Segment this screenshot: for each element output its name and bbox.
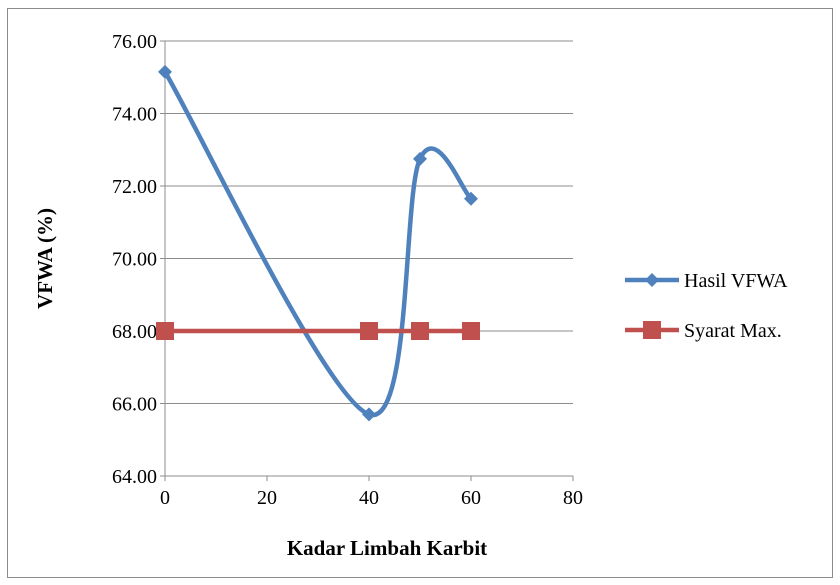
y-tick-label: 70.00 (112, 249, 157, 271)
y-tick-label: 74.00 (112, 104, 157, 126)
x-tick-label: 40 (359, 487, 379, 509)
x-tick-label: 60 (461, 487, 481, 509)
y-tick-label: 72.00 (112, 176, 157, 198)
y-axis-title: VFWA (%) (33, 208, 57, 309)
x-tick-label: 0 (160, 487, 170, 509)
data-point-series-2 (411, 322, 429, 340)
y-tick-labels: 64.00 66.00 68.00 70.00 72.00 74.00 76.00 (112, 31, 157, 488)
x-axis-title: Kadar Limbah Karbit (287, 536, 487, 560)
data-point-series-1 (362, 407, 376, 422)
series-layer (156, 64, 480, 422)
data-point-series-1 (464, 191, 478, 206)
gridlines (165, 40, 573, 404)
y-tick-label: 64.00 (112, 466, 157, 488)
axes (160, 40, 574, 481)
x-tick-labels: 0 20 40 60 80 (160, 487, 583, 509)
legend: Hasil VFWA Syarat Max. (625, 270, 788, 342)
y-tick-label: 68.00 (112, 321, 157, 343)
data-point-series-2 (360, 322, 378, 340)
x-tick-label: 80 (563, 487, 583, 509)
series-line-1 (162, 69, 474, 417)
legend-label-2: Syarat Max. (684, 320, 782, 342)
y-tick-label: 66.00 (112, 394, 157, 416)
x-tick-label: 20 (257, 487, 277, 509)
legend-marker-2 (643, 321, 661, 339)
legend-label-1: Hasil VFWA (684, 270, 788, 292)
legend-marker-1 (645, 273, 659, 287)
data-point-series-1 (413, 151, 427, 166)
data-point-series-2 (462, 322, 480, 340)
data-point-series-2 (156, 322, 174, 340)
chart-frame: 64.00 66.00 68.00 70.00 72.00 74.00 76.00 0 20 4… (7, 8, 833, 578)
data-point-series-1 (158, 64, 172, 79)
line-chart: 64.00 66.00 68.00 70.00 72.00 74.00 76.00 0 20 4… (33, 31, 788, 560)
y-tick-label: 76.00 (112, 31, 157, 53)
